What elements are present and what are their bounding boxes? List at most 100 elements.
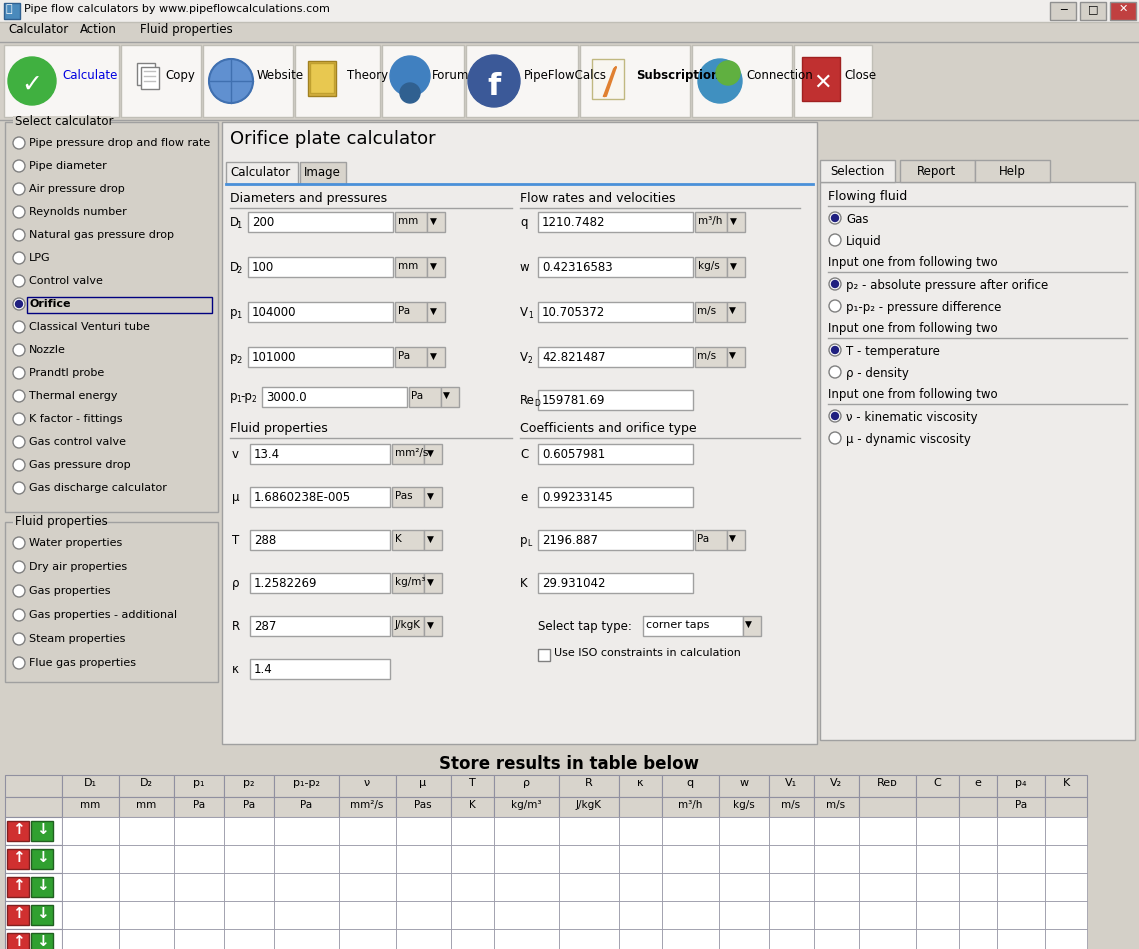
Text: 10.705372: 10.705372: [542, 306, 605, 319]
Bar: [997, 797, 1044, 817]
Bar: [959, 901, 997, 929]
Text: Pa: Pa: [411, 391, 423, 401]
Text: V₂: V₂: [830, 778, 842, 788]
Circle shape: [13, 482, 25, 494]
Bar: [814, 929, 859, 949]
Bar: [538, 302, 693, 322]
Bar: [662, 817, 719, 845]
Bar: [618, 775, 662, 797]
Text: m³/h: m³/h: [698, 216, 722, 226]
Bar: [769, 797, 814, 817]
Text: kg/s: kg/s: [698, 261, 720, 271]
Text: R: R: [232, 620, 240, 633]
Bar: [274, 929, 339, 949]
Bar: [494, 929, 559, 949]
Text: Classical Venturi tube: Classical Venturi tube: [28, 322, 150, 332]
Bar: [559, 845, 618, 873]
Bar: [274, 817, 339, 845]
Circle shape: [13, 229, 25, 241]
Bar: [424, 444, 442, 464]
Circle shape: [698, 59, 741, 103]
Bar: [451, 845, 494, 873]
Text: Reᴅ: Reᴅ: [877, 778, 898, 788]
Bar: [395, 302, 427, 322]
Circle shape: [8, 57, 56, 105]
Bar: [392, 573, 424, 593]
Bar: [62, 845, 118, 873]
Bar: [975, 160, 1050, 182]
Circle shape: [716, 61, 740, 85]
Bar: [395, 347, 427, 367]
Bar: [224, 929, 274, 949]
Bar: [494, 845, 559, 873]
Bar: [13, 116, 110, 128]
Bar: [248, 302, 393, 322]
Text: Control valve: Control valve: [28, 276, 103, 286]
Text: ✕: ✕: [813, 73, 831, 93]
Bar: [1050, 2, 1076, 20]
Text: D: D: [230, 216, 239, 229]
Bar: [424, 530, 442, 550]
Bar: [274, 797, 339, 817]
Bar: [310, 63, 334, 93]
Text: Pa: Pa: [192, 800, 205, 810]
Text: Image: Image: [304, 166, 341, 179]
Bar: [249, 487, 390, 507]
Bar: [814, 873, 859, 901]
Bar: [769, 775, 814, 797]
Text: Orifice plate calculator: Orifice plate calculator: [230, 130, 435, 148]
Bar: [0, 120, 1139, 949]
Bar: [997, 929, 1044, 949]
Bar: [62, 873, 118, 901]
Text: ρ: ρ: [523, 778, 530, 788]
Text: L: L: [527, 539, 531, 548]
Text: ▼: ▼: [427, 492, 434, 501]
Bar: [859, 873, 916, 901]
Bar: [249, 530, 390, 550]
Bar: [118, 873, 174, 901]
Text: Website: Website: [257, 68, 304, 82]
Bar: [339, 845, 396, 873]
Bar: [224, 901, 274, 929]
Bar: [339, 901, 396, 929]
Bar: [538, 347, 693, 367]
Bar: [769, 901, 814, 929]
Bar: [997, 817, 1044, 845]
Circle shape: [13, 537, 25, 549]
Bar: [662, 901, 719, 929]
Bar: [141, 67, 159, 89]
Circle shape: [13, 633, 25, 645]
Text: f: f: [487, 72, 501, 101]
Text: corner taps: corner taps: [646, 620, 710, 630]
Text: ▼: ▼: [431, 307, 437, 316]
Bar: [224, 817, 274, 845]
Bar: [308, 61, 336, 96]
Text: ▼: ▼: [443, 391, 450, 400]
Text: K: K: [521, 577, 527, 590]
Bar: [274, 845, 339, 873]
Text: ↑: ↑: [11, 822, 24, 837]
Text: ▼: ▼: [431, 262, 437, 271]
Text: Pipe diameter: Pipe diameter: [28, 161, 107, 171]
Text: Prandtl probe: Prandtl probe: [28, 368, 105, 378]
Text: Pas: Pas: [415, 800, 432, 810]
Bar: [392, 530, 424, 550]
Circle shape: [390, 56, 431, 96]
Text: p₁-p₂ - pressure difference: p₁-p₂ - pressure difference: [846, 301, 1001, 314]
Text: Dry air properties: Dry air properties: [28, 562, 128, 572]
Bar: [174, 929, 224, 949]
Circle shape: [829, 366, 841, 378]
Text: q: q: [521, 216, 527, 229]
Text: K: K: [395, 534, 402, 544]
Text: p: p: [230, 390, 238, 403]
Bar: [769, 817, 814, 845]
Text: m/s: m/s: [827, 800, 845, 810]
Text: Calculate: Calculate: [62, 68, 117, 82]
Text: V₁: V₁: [785, 778, 797, 788]
Bar: [559, 873, 618, 901]
Text: ↑: ↑: [11, 878, 24, 893]
Bar: [662, 929, 719, 949]
Text: Selection: Selection: [830, 165, 884, 178]
Circle shape: [400, 83, 420, 103]
Circle shape: [13, 609, 25, 621]
